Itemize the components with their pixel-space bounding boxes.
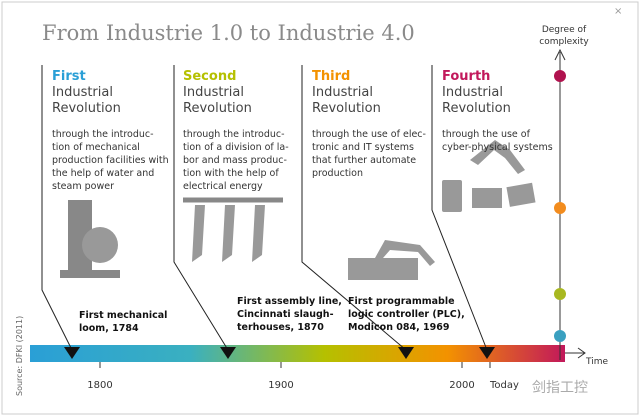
- revolution-description: production facilities with: [52, 155, 169, 166]
- revolution-description: tion of mechanical: [52, 142, 140, 153]
- revolution-ordinal: First: [52, 69, 86, 84]
- revolution-description: through the use of elec-: [312, 129, 426, 140]
- milestone: First programmable: [348, 296, 455, 307]
- revolution-ordinal: Third: [312, 69, 350, 84]
- timeline-bar: [30, 345, 565, 362]
- revolution-name: Industrial: [442, 85, 503, 100]
- revolution-description: that further automate: [312, 155, 416, 166]
- revolution-name: Industrial: [52, 85, 113, 100]
- revolution-name: Revolution: [442, 101, 511, 116]
- assembly-icon: [183, 197, 283, 262]
- revolution-description: through the use of: [442, 129, 531, 140]
- title: From Industrie 1.0 to Industrie 4.0: [42, 21, 415, 45]
- era-markers: [64, 347, 495, 359]
- loom-icon: [60, 200, 120, 278]
- revolution-description: bor and mass produc-: [183, 155, 287, 166]
- revolution-description: the help of water and: [52, 168, 154, 179]
- cps-icon: [442, 140, 536, 212]
- level-dot: [554, 202, 566, 214]
- revolution-description: cyber-physical systems: [442, 142, 553, 153]
- revolution-description: tion with the help of: [183, 168, 279, 179]
- revolution-ordinal: Fourth: [442, 69, 490, 84]
- revolution-description: electrical energy: [183, 181, 263, 192]
- close-icon[interactable]: ×: [614, 6, 622, 17]
- revolution-description: production: [312, 168, 363, 179]
- milestone: logic controller (PLC),: [348, 309, 465, 320]
- revolution-description: through the introduc-: [52, 129, 154, 140]
- revolution-ordinal: Second: [183, 69, 236, 84]
- timeline-label: Today: [489, 380, 519, 391]
- complexity-label: complexity: [539, 37, 589, 47]
- level-dot: [554, 330, 566, 342]
- revolution-description: steam power: [52, 181, 114, 192]
- milestone: First mechanical: [79, 310, 167, 321]
- revolution-name: Revolution: [183, 101, 252, 116]
- milestone: Cincinnati slaugh-: [237, 309, 334, 320]
- revolution-description: tronic and IT systems: [312, 142, 414, 153]
- milestone: Modicon 084, 1969: [348, 322, 449, 333]
- revolution-name: Revolution: [52, 101, 121, 116]
- time-arrow: [565, 347, 586, 359]
- milestone: terhouses, 1870: [237, 322, 324, 333]
- level-dot: [554, 288, 566, 300]
- milestone: First assembly line,: [237, 296, 342, 307]
- timeline-label: 1900: [268, 380, 293, 391]
- milestone: loom, 1784: [79, 323, 139, 334]
- robot-icon: [348, 240, 435, 280]
- time-label: Time: [585, 357, 608, 367]
- revolution-description: tion of a division of la-: [183, 142, 289, 153]
- era-lines: [41, 65, 488, 351]
- timeline-label: 2000: [449, 380, 474, 391]
- timeline-ticks: [99, 362, 491, 368]
- complexity-label: Degree of: [542, 25, 587, 35]
- level-dot: [554, 70, 566, 82]
- revolution-name: Industrial: [183, 85, 244, 100]
- revolution-name: Industrial: [312, 85, 373, 100]
- revolution-description: through the introduc-: [183, 129, 285, 140]
- timeline-label: 1800: [87, 380, 112, 391]
- source: Source: DFKI (2011): [15, 316, 24, 396]
- watermark: 剑指工控: [532, 380, 588, 396]
- revolution-name: Revolution: [312, 101, 381, 116]
